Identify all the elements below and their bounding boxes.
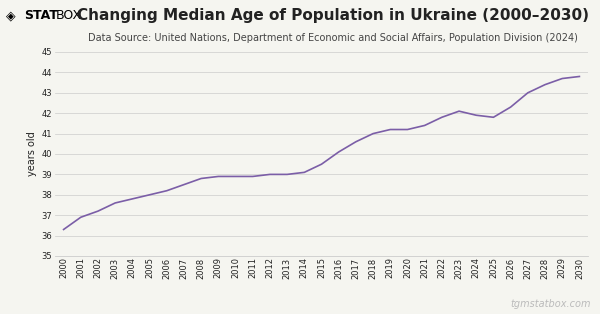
Text: STAT: STAT bbox=[24, 9, 58, 22]
Text: ◈: ◈ bbox=[6, 9, 16, 22]
Text: Data Source: United Nations, Department of Economic and Social Affairs, Populati: Data Source: United Nations, Department … bbox=[88, 33, 578, 43]
Y-axis label: years old: years old bbox=[28, 132, 37, 176]
Text: BOX: BOX bbox=[56, 9, 82, 22]
Text: Changing Median Age of Population in Ukraine (2000–2030): Changing Median Age of Population in Ukr… bbox=[77, 8, 589, 23]
Text: tgmstatbox.com: tgmstatbox.com bbox=[511, 299, 591, 309]
